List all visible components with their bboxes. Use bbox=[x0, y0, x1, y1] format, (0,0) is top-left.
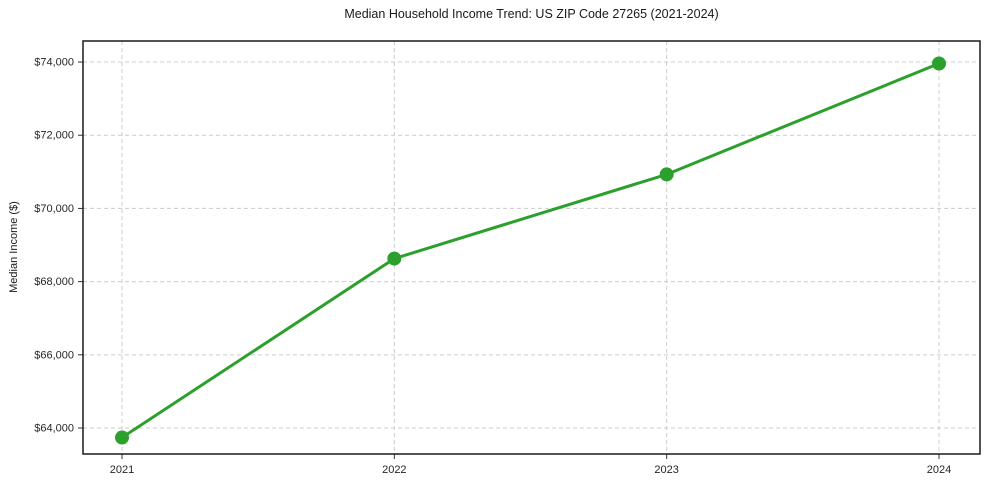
plot-border bbox=[82, 40, 981, 455]
y-tick-label: $68,000 bbox=[34, 276, 74, 288]
y-tick-label: $66,000 bbox=[34, 349, 74, 361]
y-tick-label: $72,000 bbox=[34, 130, 74, 142]
x-tick-label: 2021 bbox=[110, 464, 134, 476]
y-axis-label: Median Income ($) bbox=[8, 201, 20, 293]
x-tick-label: 2023 bbox=[654, 464, 678, 476]
x-tick-label: 2022 bbox=[382, 464, 406, 476]
data-point bbox=[115, 430, 129, 445]
trend-line bbox=[120, 62, 941, 440]
data-point bbox=[932, 56, 946, 71]
y-tick-label: $74,000 bbox=[34, 57, 74, 69]
data-point bbox=[659, 167, 674, 182]
chart-title: Median Household Income Trend: US ZIP Co… bbox=[344, 7, 719, 21]
data-point bbox=[387, 251, 402, 266]
y-tick-label: $64,000 bbox=[34, 423, 74, 435]
x-tick-label: 2024 bbox=[927, 464, 951, 476]
y-tick-label: $70,000 bbox=[34, 203, 74, 215]
